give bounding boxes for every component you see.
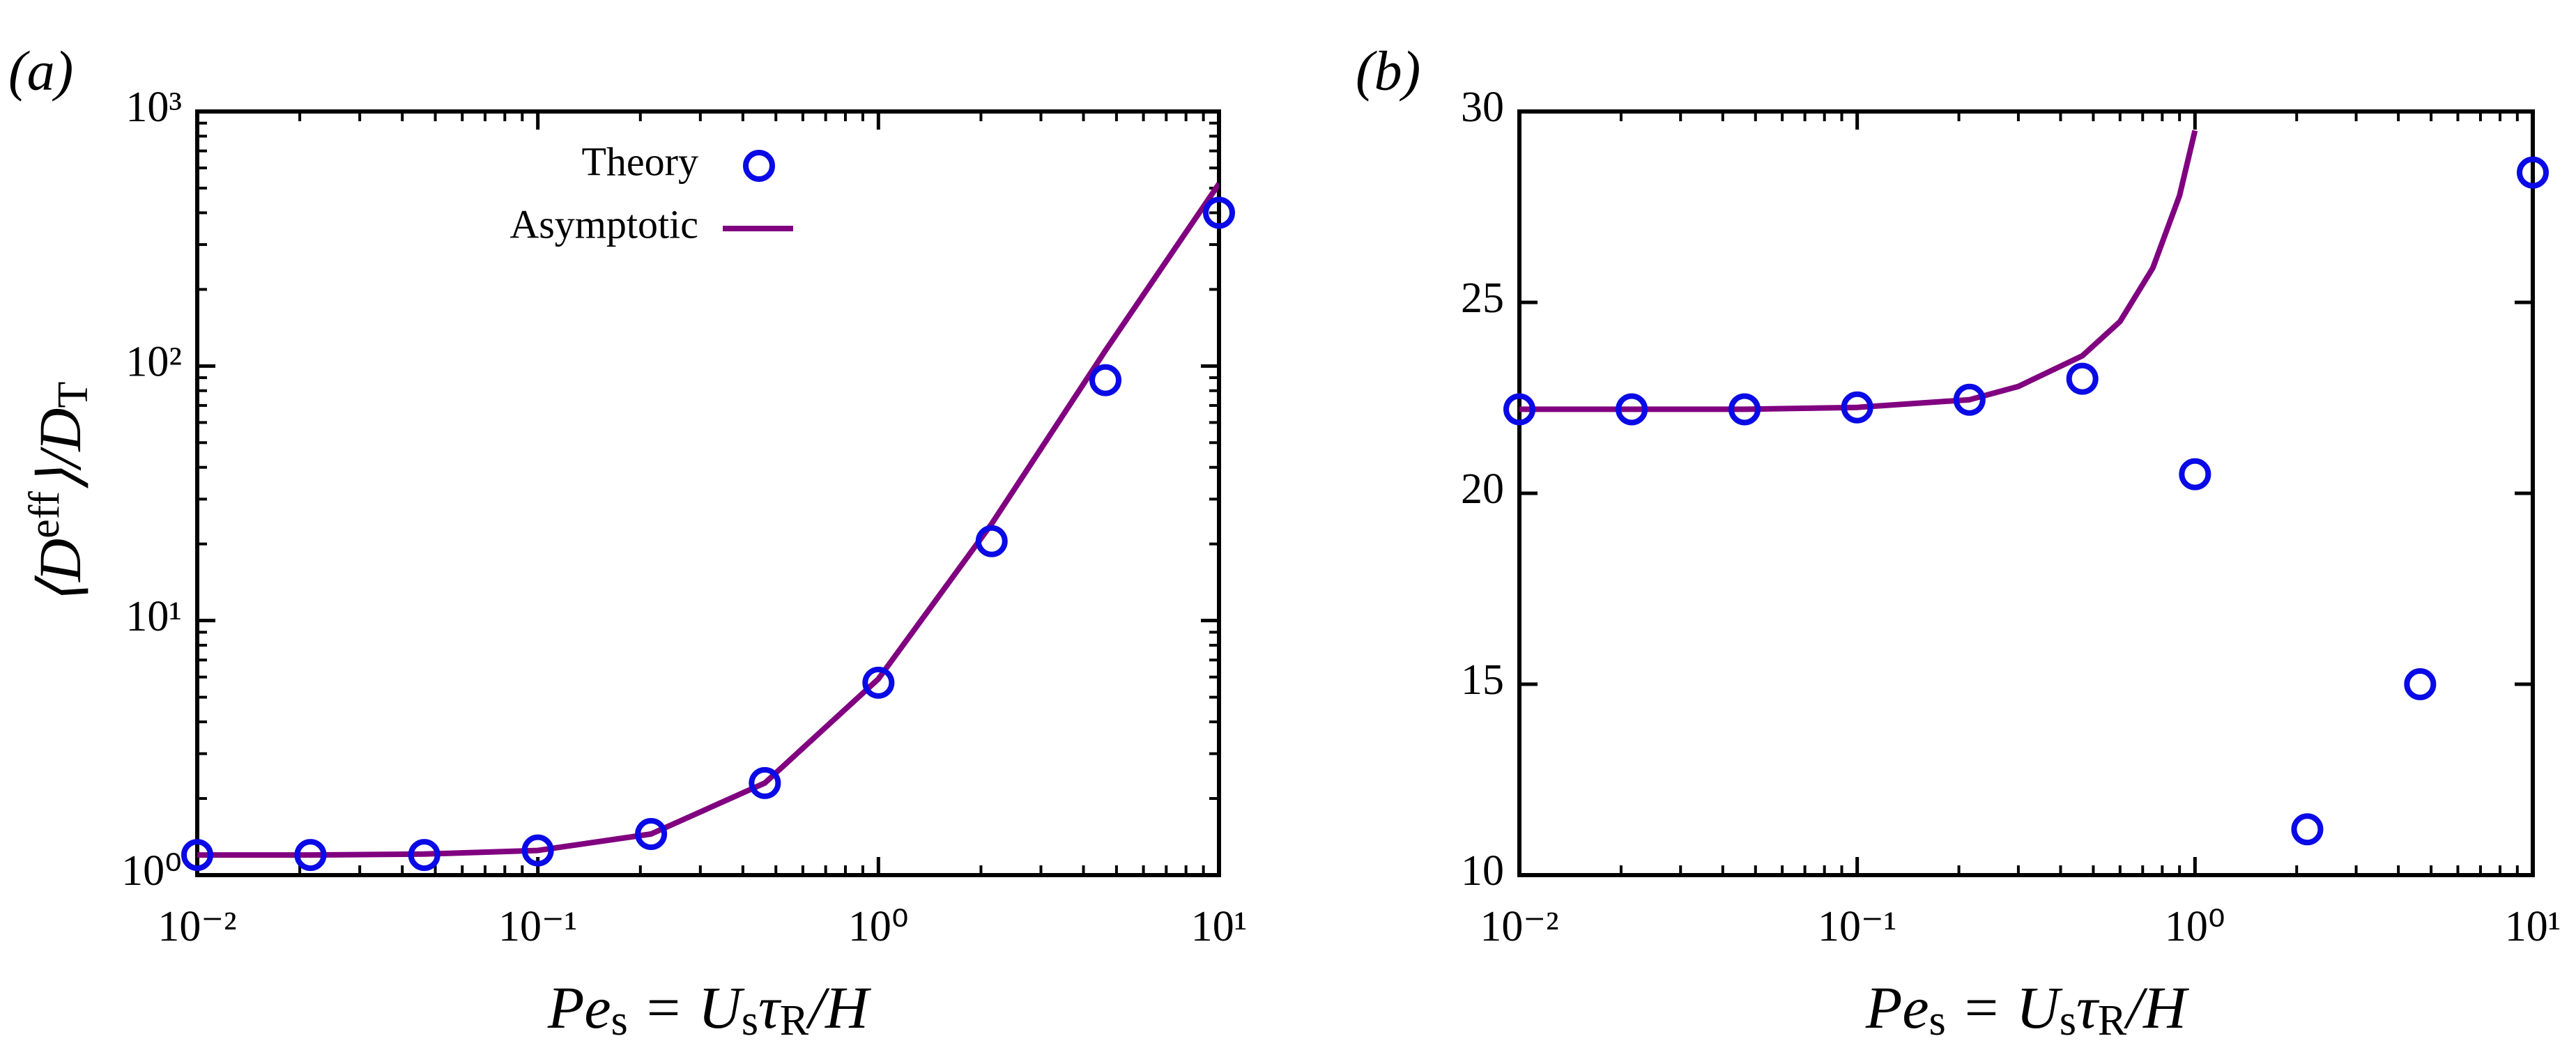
y-tick-label: 10² (125, 339, 182, 386)
theory-point (2291, 813, 2324, 846)
plot-frame (195, 109, 1221, 877)
x-tick-label: 10⁰ (2165, 903, 2225, 950)
x-axis-label-part: Pe (547, 974, 611, 1041)
x-axis-label-part: s (742, 997, 758, 1044)
theory-point (1953, 383, 1986, 416)
theory-point (975, 525, 1008, 557)
theory-point (1616, 393, 1648, 426)
x-axis-label-part: /H (806, 974, 871, 1041)
y-tick-label: 10³ (125, 84, 182, 131)
legend-label: Theory (582, 139, 699, 184)
x-axis-label-part: s (2060, 997, 2076, 1044)
x-axis-label-part: s (611, 997, 628, 1044)
x-axis-label-part: = U (628, 974, 745, 1041)
theory-point (521, 834, 554, 867)
theory-point (862, 666, 895, 699)
y-axis-label-part: ⟩/D (26, 408, 93, 491)
theory-point (1503, 393, 1535, 426)
theory-point (635, 818, 668, 851)
y-tick-label: 30 (1461, 84, 1504, 131)
legend-marker (743, 150, 775, 182)
theory-point (2066, 362, 2099, 395)
x-tick-label: 10⁰ (848, 903, 909, 950)
x-tick-label: 10¹ (1191, 903, 1248, 950)
x-tick-label: 10¹ (2505, 903, 2561, 950)
x-tick-label: 10⁻² (158, 903, 236, 950)
x-axis-label-part: R (2098, 997, 2127, 1044)
y-axis-label-part: eff (21, 491, 68, 539)
theory-point (749, 766, 781, 799)
y-tick-label: 25 (1461, 275, 1504, 322)
x-axis-label-part: Pe (1865, 974, 1929, 1041)
panel-label: (b) (1356, 40, 1420, 102)
theory-point (2517, 156, 2549, 189)
panel-label: (a) (8, 40, 73, 102)
x-axis-label-part: R (780, 997, 809, 1044)
theory-point (1203, 196, 1235, 229)
theory-point (2179, 458, 2211, 491)
x-axis-label-part: = U (1946, 974, 2063, 1041)
y-tick-label: 10⁰ (121, 847, 182, 895)
legend-label: Asymptotic (509, 201, 698, 247)
theory-point (1089, 364, 1122, 396)
y-axis-label-part: T (49, 382, 97, 408)
theory-point (181, 839, 213, 872)
theory-point (1841, 391, 1873, 424)
x-axis-label-part: τ (758, 974, 782, 1041)
x-axis-label-part: τ (2076, 974, 2100, 1041)
y-tick-label: 20 (1461, 465, 1504, 513)
asymptotic-line (1519, 130, 2198, 412)
x-axis-label-part: s (1929, 997, 1946, 1044)
asymptotic-line (197, 182, 1219, 858)
y-axis-label: ⟨Deff⟩/DT (21, 382, 96, 605)
x-axis-label-part: /H (2124, 974, 2189, 1041)
theory-point (408, 839, 440, 872)
y-axis-label-part: ⟨D (26, 539, 93, 605)
x-axis-label: Pes = UsτR/H (1865, 974, 2189, 1044)
theory-point (1728, 393, 1761, 426)
x-tick-label: 10⁻¹ (498, 903, 577, 950)
y-tick-label: 15 (1461, 656, 1504, 704)
plot-frame (1517, 109, 2535, 877)
x-tick-label: 10⁻¹ (1818, 903, 1896, 950)
y-tick-label: 10¹ (125, 593, 182, 640)
x-axis-label: Pes = UsτR/H (547, 974, 871, 1044)
x-tick-label: 10⁻² (1480, 903, 1558, 950)
y-tick-label: 10 (1461, 847, 1504, 895)
theory-point (2404, 668, 2437, 700)
theory-point (294, 839, 327, 872)
